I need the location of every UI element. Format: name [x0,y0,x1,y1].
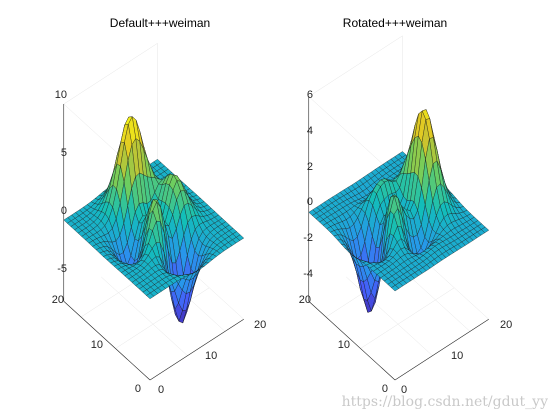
x-tick-label: 20 [500,319,512,331]
chart-title: Rotated+++weiman [343,16,447,30]
x-axis-line [394,318,489,381]
z-tick-label: 4 [307,125,313,137]
z-tick-label: 0 [61,205,67,217]
y-tick-label: 20 [52,294,64,306]
x-tick-label: 10 [451,350,463,362]
z-tick-label: 10 [55,89,67,101]
x-tick-label: 10 [205,350,217,362]
y-tick-label: 10 [91,339,103,351]
z-tick-label: 6 [307,89,313,101]
floor-grid-line [101,276,188,356]
surface-plot [63,116,244,324]
chart-title: Default+++weiman [110,16,210,30]
y-axis-ticks: 20 10 0 [52,294,141,395]
x-axis-line [149,318,244,381]
subplot-rotated: Rotated+++weiman 6 4 2 0 -2 -4 20 10 0 0… [299,16,513,396]
z-tick-label: 5 [61,147,67,159]
watermark-text: https://blog.csdn.net/gdut_yy [342,394,548,410]
subplot-default: Default+++weiman 10 5 0 -5 20 10 0 0 10 … [52,16,267,396]
y-tick-label: 0 [135,383,141,395]
floor-grid-line [115,287,210,349]
z-tick-label: 2 [307,161,313,173]
x-axis-ticks: 0 10 20 [401,319,512,396]
surface-patch [146,292,155,299]
y-tick-label: 0 [382,383,388,395]
back-wall-grid [308,96,396,176]
x-tick-label: 0 [401,384,407,396]
x-axis-ticks: 0 10 20 [158,319,266,396]
y-axis-line [63,301,151,381]
axes-lines [63,104,244,381]
y-axis-line [308,301,396,381]
x-tick-label: 0 [158,384,164,396]
floor-grid-line [360,287,455,349]
z-tick-label: -2 [303,232,313,244]
surface-patch [391,285,400,292]
y-axis-ticks: 20 10 0 [299,294,388,395]
z-tick-label: -4 [303,268,313,280]
surface-plot [308,109,489,313]
floor-grid-line [346,276,433,356]
z-tick-label: -5 [57,263,67,275]
axes-lines [308,96,489,381]
z-tick-label: 0 [307,196,313,208]
y-tick-label: 10 [338,339,350,351]
y-tick-label: 20 [299,294,311,306]
x-tick-label: 20 [254,319,266,331]
z-axis-ticks: 6 4 2 0 -2 -4 [303,89,313,280]
z-axis-ticks: 10 5 0 -5 [55,89,67,275]
